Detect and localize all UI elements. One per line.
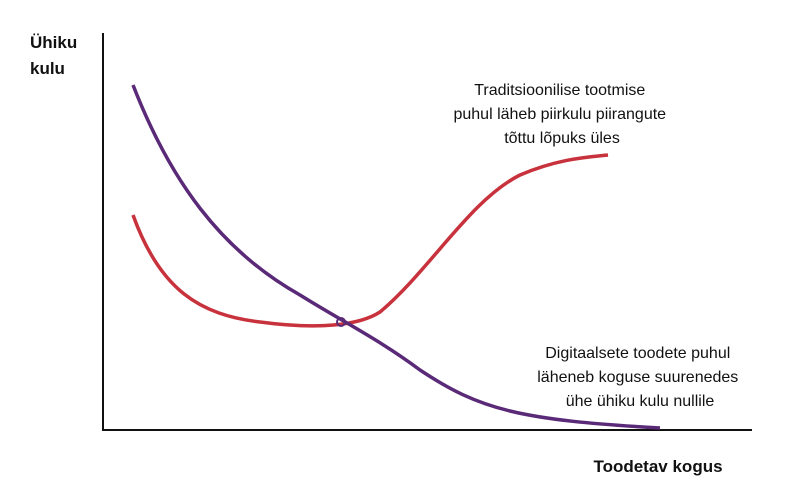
traditional-curve (131, 153, 609, 328)
y-label-line: kulu (30, 59, 65, 78)
annotation-line: läheneb koguse suurenedes (537, 369, 738, 386)
digital-curve (131, 84, 661, 430)
y-label-line: Ühiku (30, 33, 77, 52)
annotation-line: tõttu lõpuks üles (504, 130, 620, 147)
annotation-line: ühe ühiku kulu nullile (566, 393, 715, 410)
annotation-line: Digitaalsete toodete puhul (545, 345, 730, 362)
x-axis-label: Toodetav kogus (593, 457, 722, 476)
annotation-traditional: Traditsioonilise tootmise puhul läheb pi… (453, 82, 670, 147)
annotation-digital: Digitaalsete toodete puhul läheneb kogus… (537, 345, 743, 410)
annotation-line: puhul läheb piirkulu piirangute (453, 106, 666, 123)
intersection (336, 317, 346, 327)
y-axis-label: Ühiku kulu (30, 33, 82, 78)
annotation-line: Traditsioonilise tootmise (474, 82, 645, 99)
